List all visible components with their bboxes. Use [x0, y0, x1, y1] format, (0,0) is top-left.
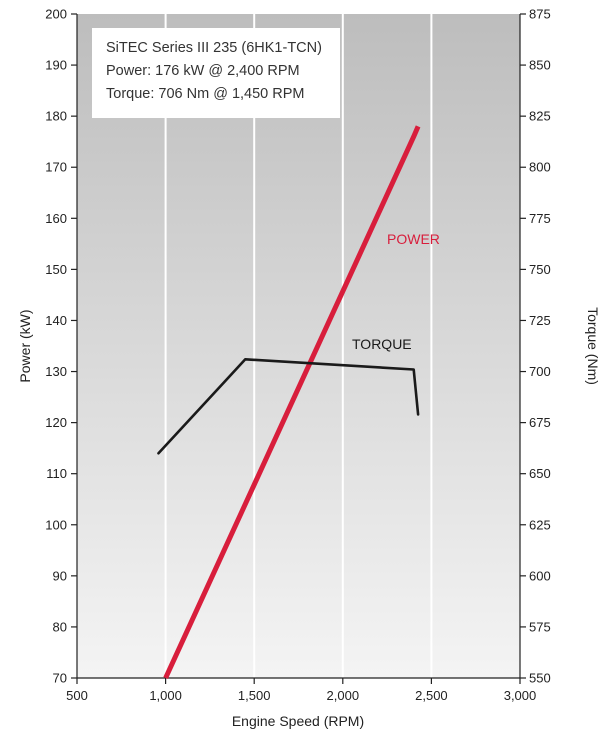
- x-axis-title: Engine Speed (RPM): [232, 713, 364, 729]
- y-left-tick-label: 200: [45, 7, 67, 22]
- y-left-tick-label: 180: [45, 109, 67, 124]
- y-right-tick-label: 550: [529, 671, 551, 686]
- y-left-tick-label: 160: [45, 211, 67, 226]
- grid-lines: [164, 14, 433, 678]
- y-left-tick-label: 110: [46, 466, 67, 481]
- y-left-tick-label: 90: [53, 568, 67, 583]
- y-right-tick-label: 700: [529, 364, 551, 379]
- y-right-tick-label: 725: [529, 313, 551, 328]
- y-right-tick-label: 625: [529, 517, 551, 532]
- info-box-background: [92, 28, 340, 118]
- x-tick-label: 2,500: [415, 688, 448, 703]
- x-tick-label: 2,000: [327, 688, 360, 703]
- x-tick-label: 1,000: [149, 688, 182, 703]
- y-left-tick-label: 150: [45, 262, 67, 277]
- x-tick-label: 1,500: [238, 688, 271, 703]
- y-left-tick-label: 100: [45, 517, 67, 532]
- right-axis: 550 575 600 625 650 675 700 725 750 775 800 825 850 8…: [519, 7, 551, 686]
- plot-background: [77, 14, 520, 678]
- y-right-tick-label: 775: [529, 211, 551, 226]
- y-left-tick-label: 170: [45, 160, 67, 175]
- y-left-tick-label: 130: [45, 364, 67, 379]
- info-box-line-1: SiTEC Series III 235 (6HK1-TCN): [106, 40, 322, 56]
- y-right-tick-label: 750: [529, 262, 551, 277]
- y-right-tick-label: 650: [529, 466, 551, 481]
- info-box: SiTEC Series III 235 (6HK1-TCN) Power: 1…: [92, 28, 340, 118]
- power-series-label: POWER: [387, 231, 440, 247]
- y-right-tick-label: 575: [529, 619, 551, 634]
- x-tick-label: 500: [66, 688, 88, 703]
- torque-curve: [157, 357, 420, 455]
- y-right-tick-label: 675: [529, 415, 551, 430]
- y-right-tick-label: 875: [529, 7, 551, 22]
- y-left-tick-label: 120: [45, 415, 67, 430]
- y-left-tick-label: 70: [53, 671, 67, 686]
- y-left-tick-label: 140: [45, 313, 67, 328]
- y-left-tick-label: 80: [53, 619, 67, 634]
- power-curve: [163, 125, 421, 680]
- y-right-tick-label: 600: [529, 568, 551, 583]
- y-right-tick-label: 850: [529, 58, 551, 73]
- y-left-tick-label: 190: [45, 58, 67, 73]
- torque-series-label: TORQUE: [352, 336, 412, 352]
- y-left-axis-title: Power (kW): [17, 309, 33, 382]
- series-group: [157, 125, 421, 680]
- y-right-axis-title: Torque (Nm): [585, 307, 600, 385]
- y-right-tick-label: 800: [529, 160, 551, 175]
- left-axis: 70 80 90 100 110 120 130 140 150 160 170 180 190 200: [45, 7, 78, 686]
- info-box-line-3: Torque: 706 Nm @ 1,450 RPM: [106, 86, 304, 102]
- y-right-tick-label: 825: [529, 109, 551, 124]
- x-tick-label: 3,000: [504, 688, 537, 703]
- bottom-axis: 500 1,000 1,500 2,000 2,500 3,000: [66, 677, 537, 703]
- info-box-line-2: Power: 176 kW @ 2,400 RPM: [106, 63, 300, 79]
